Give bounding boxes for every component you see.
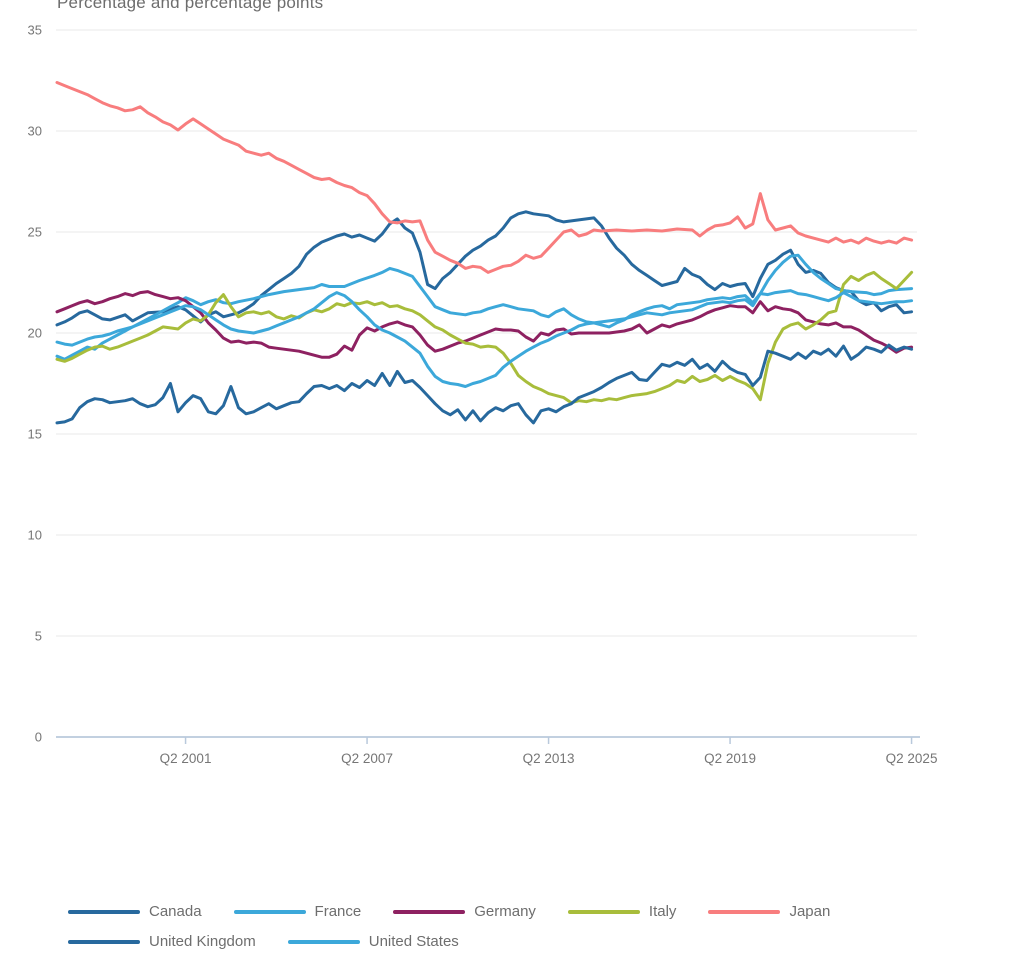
y-tick-label: 15 (28, 427, 42, 442)
y-tick-label: 10 (28, 528, 42, 543)
legend-label: Japan (789, 903, 831, 920)
legend-label: United Kingdom (149, 933, 256, 950)
y-tick-label: 35 (28, 23, 42, 38)
legend-label: Germany (474, 903, 536, 920)
legend-item-germany[interactable]: Germany (393, 903, 536, 920)
x-tick-label: Q2 2007 (341, 751, 393, 766)
legend-row: United Kingdom United States (68, 933, 968, 950)
legend-item-japan[interactable]: Japan (708, 903, 830, 920)
legend-swatch (567, 909, 640, 914)
legend-swatch (287, 939, 360, 944)
x-tick-label: Q2 2019 (704, 751, 756, 766)
x-tick-label: Q2 2013 (523, 751, 575, 766)
legend-swatch (68, 909, 140, 914)
series-line-united-kingdom (55, 343, 914, 425)
x-tick-label: Q2 2001 (160, 751, 212, 766)
legend-row: Canada France Germany Italy Japan (68, 903, 968, 920)
legend-swatch (68, 939, 140, 944)
series-line-united-states (55, 289, 914, 388)
x-tick-label: Q2 2025 (886, 751, 938, 766)
legend-swatch (233, 909, 306, 914)
legend-item-france[interactable]: France (233, 903, 362, 920)
legend-label: United States (368, 933, 459, 950)
series-line-japan (55, 81, 914, 274)
y-tick-label: 5 (35, 629, 42, 644)
legend-swatch (708, 909, 781, 914)
y-tick-label: 25 (28, 225, 42, 240)
legend: Canada France Germany Italy Japan United King… (68, 903, 968, 950)
series-line-italy (55, 270, 914, 405)
y-tick-label: 20 (28, 326, 42, 341)
legend-label: Canada (149, 903, 202, 920)
legend-label: France (314, 903, 362, 920)
legend-item-united-kingdom[interactable]: United Kingdom (68, 933, 256, 950)
line-chart: 0 5 10 15 20 25 30 35 Q2 2001 Q2 2007 Q2 2013 Q2 20… (28, 23, 938, 767)
legend-item-united-states[interactable]: United States (287, 933, 459, 950)
legend-item-canada[interactable]: Canada (68, 903, 202, 920)
legend-label: Italy (648, 903, 677, 920)
legend-swatch (393, 909, 466, 914)
y-tick-label: 30 (28, 124, 42, 139)
legend-item-italy[interactable]: Italy (567, 903, 677, 920)
chart-title: Percentage and percentage points (57, 0, 324, 12)
y-tick-label: 0 (35, 730, 42, 745)
series-line-france (55, 253, 914, 361)
